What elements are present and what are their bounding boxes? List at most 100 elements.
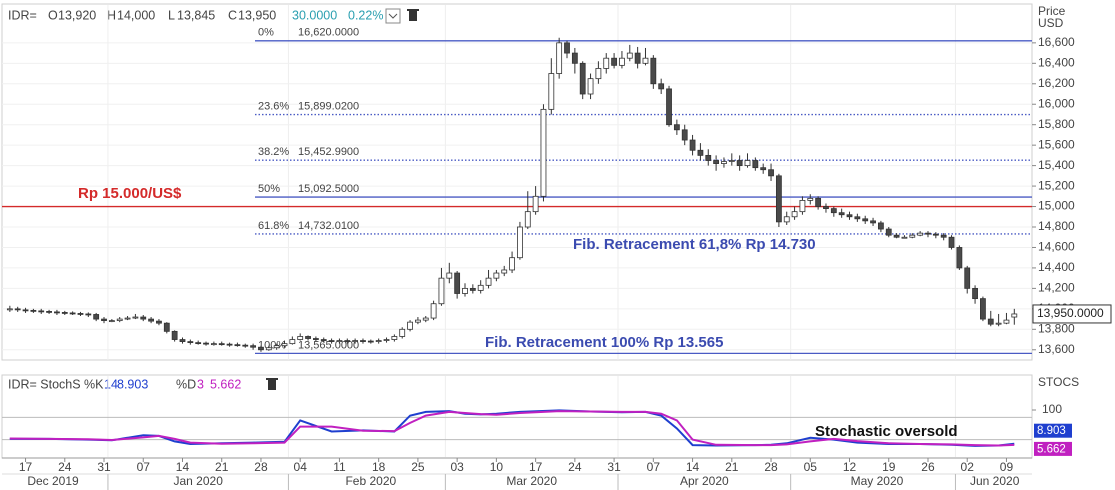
fib-label: 13,565.0000: [298, 339, 359, 351]
candle-body: [312, 338, 319, 340]
candle-body: [297, 336, 304, 340]
candle-body: [775, 175, 782, 223]
y-tick-label: 16,000: [1038, 96, 1075, 110]
candle-body: [336, 340, 343, 342]
candle-body: [61, 312, 68, 314]
candle-body: [972, 287, 978, 300]
candle-body: [289, 339, 296, 345]
candle-body: [815, 197, 822, 207]
y-tick-label: 15,600: [1038, 137, 1075, 151]
ric: IDR= StochS: [8, 377, 81, 391]
candle-body: [830, 208, 837, 214]
candle-body: [964, 267, 971, 289]
month-label: Dec 2019: [27, 474, 79, 488]
candle-body: [658, 83, 665, 90]
x-tick-label: 26: [921, 460, 935, 474]
candle-body: [281, 343, 288, 347]
candle-body: [156, 320, 162, 324]
candle-body: [422, 317, 429, 321]
y-tick-label: 14,800: [1038, 219, 1075, 233]
candle-body: [917, 232, 924, 236]
candle-body: [509, 257, 515, 271]
delete-icon[interactable]: [407, 9, 419, 21]
candle-body: [352, 340, 359, 342]
y-tick-label: 16,400: [1038, 55, 1075, 69]
month-label: Feb 2020: [345, 474, 396, 488]
candle-body: [375, 340, 382, 342]
x-tick-label: 31: [607, 460, 621, 474]
field-value: 13,920: [58, 8, 96, 22]
candle-body: [807, 197, 814, 201]
last-price-box: [1032, 304, 1112, 324]
candle-body: [140, 316, 147, 320]
x-tick-label: 24: [568, 460, 582, 474]
candle-body: [46, 311, 52, 313]
delete-icon[interactable]: [266, 378, 278, 390]
x-tick-label: 25: [411, 460, 425, 474]
y-tick-label: 13,600: [1038, 342, 1075, 356]
candle-body: [987, 318, 994, 325]
x-tick-label: 07: [137, 460, 151, 474]
candle-body: [477, 284, 484, 291]
x-tick-label: 14: [686, 460, 700, 474]
x-tick-label: 14: [176, 460, 190, 474]
x-tick-label: 24: [58, 460, 72, 474]
x-tick-label: 10: [490, 460, 504, 474]
field-key: O: [48, 8, 58, 22]
y-tick-label: 16,200: [1038, 76, 1075, 90]
candle-body: [870, 220, 876, 224]
candle-body: [517, 226, 523, 259]
candle-body: [171, 330, 178, 340]
candle-body: [603, 57, 610, 69]
annotation: Fib. Retracement 100% Rp 13.565: [485, 334, 723, 351]
candle-body: [148, 318, 154, 322]
fib-label: 15,452.9900: [298, 146, 359, 158]
candle-body: [548, 73, 555, 110]
field-key: H: [107, 8, 116, 22]
annotation: Fib. Retracement 61,8% Rp 14.730: [573, 236, 816, 253]
y-tick-label: 100: [1042, 402, 1062, 416]
candle-body: [579, 62, 586, 95]
candle-body: [925, 232, 931, 235]
candle-body: [101, 318, 107, 322]
y-tick-label: 16,600: [1038, 35, 1075, 49]
candle-body: [932, 233, 939, 236]
fib-label: 15,899.0200: [298, 100, 359, 112]
value-box: [1034, 423, 1072, 438]
x-tick-label: 17: [19, 460, 33, 474]
candle-body: [383, 339, 390, 341]
field-key: C: [228, 8, 237, 22]
month-label: May 2020: [851, 474, 904, 488]
y-axis-label: STOCS: [1038, 375, 1079, 389]
candle-body: [564, 42, 570, 54]
month-label: Mar 2020: [506, 474, 557, 488]
dropdown[interactable]: [385, 8, 401, 24]
candle-body: [956, 247, 963, 269]
candle-body: [823, 206, 829, 209]
candle-body: [713, 160, 720, 164]
y-axis-label: Price: [1038, 4, 1066, 18]
stoch-header: IDR= StochS %K 14 8.903 %D 3 5.662: [8, 377, 278, 391]
candle-body: [634, 52, 641, 64]
y-tick-label: 13,800: [1038, 321, 1075, 335]
candle-body: [258, 346, 264, 351]
candle-body: [524, 211, 531, 228]
x-tick-label: 12: [843, 460, 857, 474]
candle-body: [901, 236, 908, 239]
candle-body: [705, 154, 712, 161]
candle-body: [438, 277, 445, 305]
candle-body: [195, 342, 202, 345]
candle-body: [69, 312, 76, 315]
candle-body: [415, 319, 421, 323]
candle-body: [697, 149, 704, 156]
candle-body: [768, 169, 774, 177]
legend-name: %K: [84, 377, 104, 391]
candle-body: [234, 344, 241, 347]
candle-body: [532, 195, 539, 213]
fib-percent: 38.2%: [258, 146, 289, 158]
candle-body: [540, 108, 547, 197]
x-tick-label: 21: [215, 460, 229, 474]
candle-body: [595, 68, 602, 80]
annotation: Stochastic oversold: [815, 423, 958, 440]
